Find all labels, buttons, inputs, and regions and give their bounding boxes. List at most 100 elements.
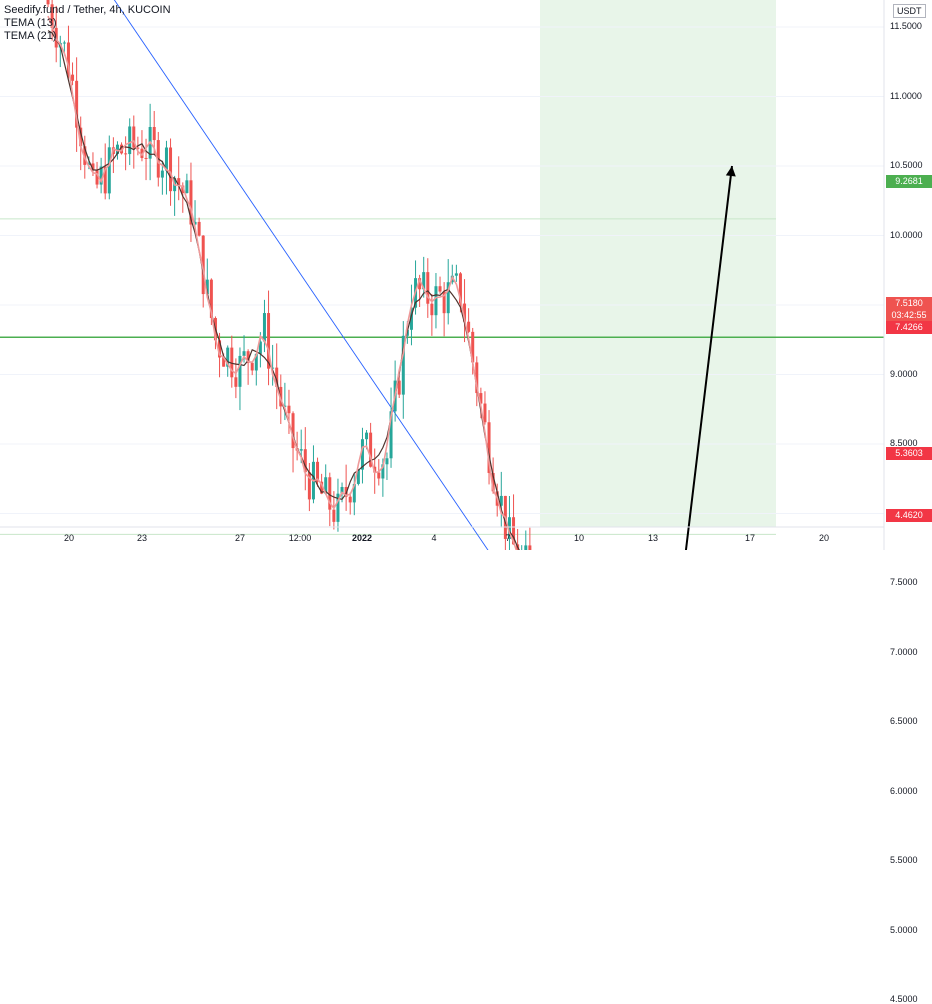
candle-body bbox=[169, 147, 173, 192]
time-tick-label: 20 bbox=[63, 533, 75, 543]
candle-body bbox=[238, 355, 242, 387]
candle-body bbox=[377, 472, 381, 479]
dashed-level-tag: 7.4266 bbox=[886, 321, 932, 334]
candle-body bbox=[209, 279, 213, 319]
candle-body bbox=[83, 146, 87, 165]
grid-lines bbox=[0, 26, 884, 514]
time-tick-label: 10 bbox=[573, 533, 585, 543]
chart-legend: Seedify.fund / Tether, 4h, KUCOIN TEMA (… bbox=[4, 4, 171, 43]
candle-body bbox=[124, 153, 128, 155]
candle-body bbox=[320, 481, 324, 494]
candle-body bbox=[307, 472, 311, 500]
currency-button[interactable]: USDT bbox=[893, 4, 926, 18]
candle-body bbox=[303, 449, 307, 473]
candle-body bbox=[385, 458, 389, 465]
candle-body bbox=[71, 74, 75, 81]
price-tick-label: 11.0000 bbox=[890, 90, 922, 101]
price-tick-label: 5.5000 bbox=[890, 855, 918, 865]
candle-body bbox=[365, 432, 369, 440]
downtrend-line[interactable] bbox=[95, 0, 659, 550]
candle-body bbox=[397, 380, 401, 395]
indicator-tema-13[interactable]: TEMA (13) bbox=[4, 17, 57, 29]
time-tick-label: 7 bbox=[505, 533, 511, 543]
candle-body bbox=[230, 347, 234, 378]
candle-body bbox=[115, 144, 119, 155]
candle-body bbox=[177, 178, 181, 186]
candle-body bbox=[471, 331, 475, 363]
candle-body bbox=[254, 353, 258, 371]
horizontal-levels bbox=[0, 218, 884, 535]
candle-body bbox=[140, 148, 144, 158]
projection-arrow-head-icon bbox=[725, 166, 736, 177]
countdown-timer: 03:42:55 bbox=[891, 310, 927, 320]
candle-body bbox=[467, 321, 471, 332]
time-tick-label: 4 bbox=[431, 533, 437, 543]
candle-body bbox=[250, 362, 254, 371]
candle-body bbox=[271, 367, 275, 369]
candle-body bbox=[91, 163, 95, 171]
current-price-tag: 7.5180 03:42:55 bbox=[886, 297, 932, 321]
candle-body bbox=[426, 272, 430, 304]
candle-body bbox=[356, 469, 360, 484]
time-tick-label: 12:00 bbox=[288, 533, 312, 543]
candle-body bbox=[360, 439, 364, 470]
candle-body bbox=[479, 393, 483, 404]
candle-body bbox=[246, 351, 250, 363]
candle-body bbox=[107, 147, 111, 194]
candle-body bbox=[120, 144, 124, 154]
candle-body bbox=[507, 517, 511, 539]
candle-body bbox=[332, 509, 336, 522]
price-tick-label: 10.0000 bbox=[890, 229, 923, 240]
candle-body bbox=[50, 4, 54, 28]
candle-body bbox=[193, 221, 197, 225]
future-zone bbox=[540, 0, 776, 527]
price-tick-label: 11.5000 bbox=[890, 21, 922, 31]
candle-body bbox=[275, 367, 279, 387]
candle-body bbox=[389, 411, 393, 459]
candle-body bbox=[185, 180, 189, 193]
price-chart[interactable] bbox=[0, 0, 932, 550]
candle-body bbox=[66, 42, 70, 75]
time-tick-label: 20 bbox=[818, 533, 830, 543]
candle-body bbox=[87, 163, 91, 165]
candle-body bbox=[75, 80, 79, 128]
candle-body bbox=[62, 42, 66, 44]
candle-body bbox=[160, 170, 164, 178]
candle-body bbox=[430, 303, 434, 316]
indicator-tema-21[interactable]: TEMA (21) bbox=[4, 30, 57, 42]
candle-body bbox=[324, 477, 328, 494]
candle-body bbox=[369, 432, 373, 467]
candle-body bbox=[242, 351, 246, 356]
candle-body bbox=[218, 340, 222, 358]
candle-body bbox=[499, 495, 503, 506]
candle-body bbox=[434, 286, 438, 316]
candle-body bbox=[418, 278, 422, 290]
candle-body bbox=[164, 147, 168, 171]
candle-body bbox=[144, 157, 148, 159]
red-level-tag-1: 5.3603 bbox=[886, 447, 932, 460]
candle-body bbox=[291, 413, 295, 449]
red-level-tag-2: 4.4620 bbox=[886, 509, 932, 522]
green-level-tag: 9.2681 bbox=[886, 175, 932, 188]
price-tick-label: 6.0000 bbox=[890, 785, 918, 796]
candle-body bbox=[487, 422, 491, 473]
candle-body bbox=[528, 545, 532, 550]
candle-body bbox=[348, 496, 352, 503]
candle-body bbox=[401, 335, 405, 395]
candle-body bbox=[226, 347, 230, 367]
candle-body bbox=[458, 273, 462, 304]
candle-body bbox=[136, 147, 140, 149]
time-tick-label: 13 bbox=[647, 533, 659, 543]
candle-body bbox=[201, 235, 205, 295]
tema-13-line bbox=[47, 15, 518, 550]
candle-body bbox=[328, 477, 332, 510]
candle-body bbox=[128, 126, 132, 155]
candle-body bbox=[46, 0, 50, 5]
candle-body bbox=[381, 464, 385, 479]
candle-body bbox=[491, 472, 495, 492]
candle-body bbox=[446, 282, 450, 314]
candle-body bbox=[103, 166, 107, 194]
price-tick-label: 7.5000 bbox=[890, 577, 918, 587]
candle-body bbox=[422, 272, 426, 290]
candle-body bbox=[316, 461, 320, 482]
